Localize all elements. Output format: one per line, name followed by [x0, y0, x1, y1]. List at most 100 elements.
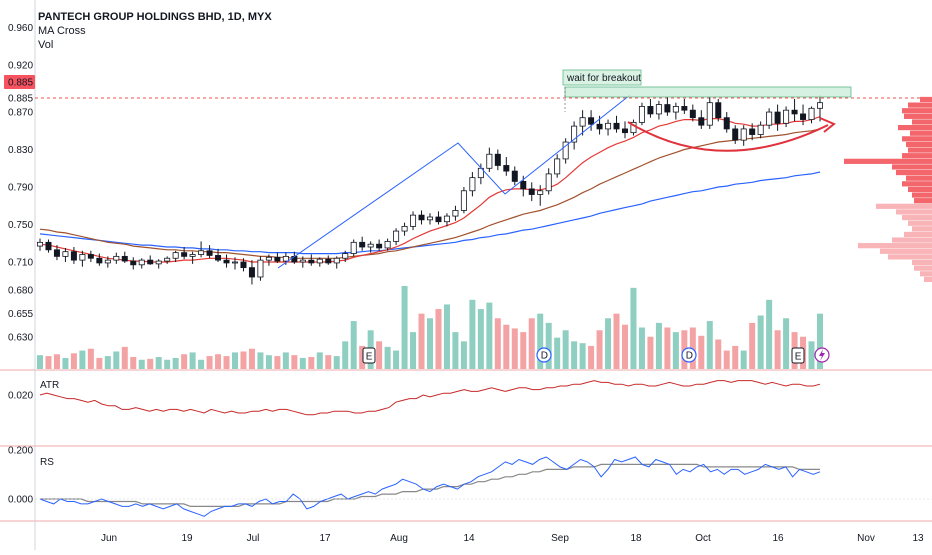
candles	[37, 95, 824, 285]
candle-body	[613, 122, 620, 130]
indicator-ma-cross[interactable]: MA Cross	[38, 25, 86, 37]
candle-body	[732, 128, 739, 141]
candle-body	[715, 102, 722, 119]
volume-bar	[435, 309, 442, 369]
candle	[477, 163, 484, 185]
volume-bar	[384, 346, 391, 369]
candle	[418, 210, 425, 225]
candle	[647, 98, 654, 118]
symbol-title: PANTECH GROUP HOLDINGS BHD, 1D, MYX	[38, 11, 272, 23]
candle	[376, 239, 383, 251]
candle	[808, 106, 815, 124]
volume-bar	[155, 357, 162, 369]
volume-bar	[130, 357, 137, 369]
candle	[181, 247, 188, 260]
candle	[706, 97, 713, 129]
volume-profile-bar	[920, 271, 932, 277]
candle-body	[494, 153, 501, 166]
candle-body	[808, 107, 815, 120]
earnings-marker-label: E	[366, 352, 373, 363]
candle	[384, 238, 391, 251]
candle	[45, 239, 52, 253]
candle-body	[571, 125, 578, 143]
x-tick-label: Aug	[390, 533, 408, 544]
candle	[333, 256, 340, 269]
volume-bar	[562, 330, 569, 369]
candle	[537, 185, 544, 206]
candle-body	[579, 117, 586, 127]
volume-bar	[198, 359, 205, 369]
y-tick-label: 0.830	[8, 145, 33, 156]
candle-body	[596, 123, 603, 130]
candle	[257, 256, 264, 281]
volume-bar	[630, 287, 637, 369]
candle-body	[325, 258, 332, 264]
volume-profile-bar	[914, 198, 932, 204]
candle	[698, 110, 705, 129]
candle	[172, 250, 179, 262]
candle	[231, 257, 238, 270]
volume-bar	[545, 322, 552, 369]
candle-body	[689, 109, 696, 119]
ma-slow-line	[39, 171, 821, 255]
volume-profile-bar	[912, 259, 932, 266]
candle	[638, 102, 645, 126]
x-tick-label: 14	[463, 533, 475, 544]
volume-profile-bar	[896, 209, 932, 215]
candle	[571, 121, 578, 150]
candle-body	[113, 255, 120, 261]
volume-bar	[418, 313, 425, 369]
volume-profile-bar	[844, 158, 932, 164]
rs-pane: RS 0.200 0.000	[8, 446, 932, 517]
candle	[715, 98, 722, 122]
candle-body	[537, 190, 544, 195]
volume-bar	[359, 345, 366, 369]
y-tick-label: 0.710	[8, 258, 33, 269]
volume-bar	[452, 332, 459, 369]
atr-line	[39, 380, 821, 416]
volume-bar	[783, 318, 790, 369]
last-price-label: 0.885	[8, 78, 33, 89]
candle-body	[426, 216, 433, 221]
candle	[265, 254, 272, 266]
volume-profile-bar	[910, 130, 932, 136]
atr-title: ATR	[40, 380, 59, 391]
candle	[426, 213, 433, 225]
candle	[138, 258, 145, 269]
candle-body	[367, 243, 374, 248]
atr-pane: ATR 0.020	[8, 380, 821, 416]
candle-body	[333, 257, 340, 264]
volume-bar	[299, 357, 306, 369]
ma-mid-line	[39, 128, 821, 259]
candle	[155, 259, 162, 269]
candle	[689, 104, 696, 122]
volume-bar	[715, 339, 722, 369]
x-tick-label: Oct	[695, 533, 711, 544]
volume-profile-bar	[908, 147, 932, 153]
candle-body	[562, 141, 569, 160]
candle	[486, 147, 493, 173]
candle	[435, 211, 442, 225]
candle-body	[265, 256, 272, 261]
candle	[681, 98, 688, 114]
volume-bar	[164, 359, 171, 369]
candle	[359, 236, 366, 251]
candle	[393, 228, 400, 246]
candle-body	[740, 128, 747, 141]
candle-body	[359, 241, 366, 248]
indicator-vol[interactable]: Vol	[38, 39, 54, 51]
x-tick-label: 16	[772, 533, 784, 544]
x-tick-label: Jul	[247, 533, 260, 544]
volume-profile-bar	[902, 136, 932, 142]
candle-body	[79, 254, 86, 261]
candle	[367, 241, 374, 253]
volume-bar	[503, 324, 510, 369]
candle-body	[418, 214, 425, 221]
breakout-label-box	[562, 69, 642, 86]
candle	[740, 125, 747, 146]
candle-body	[554, 158, 561, 175]
volume-bar	[45, 356, 52, 369]
candle-body	[681, 106, 688, 111]
candle	[579, 110, 586, 136]
